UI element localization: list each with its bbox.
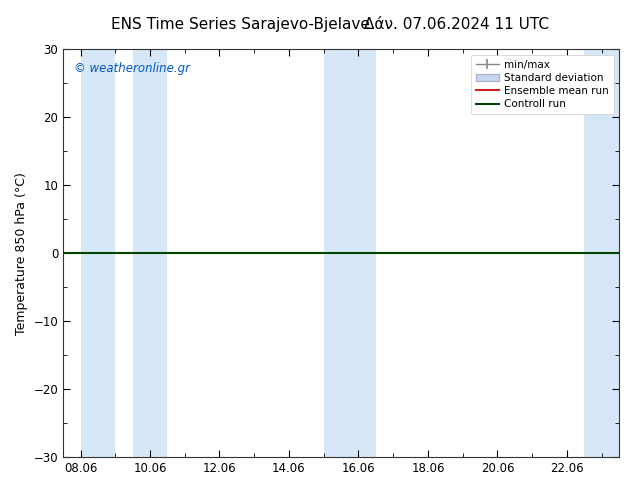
Legend: min/max, Standard deviation, Ensemble mean run, Controll run: min/max, Standard deviation, Ensemble me…: [470, 54, 614, 114]
Bar: [324, 49, 376, 457]
Text: ENS Time Series Sarajevo-Bjelave: ENS Time Series Sarajevo-Bjelave: [112, 17, 370, 32]
Bar: [133, 49, 167, 457]
Bar: [585, 49, 619, 457]
Bar: [81, 49, 115, 457]
Y-axis label: Temperature 850 hPa (°C): Temperature 850 hPa (°C): [15, 172, 28, 335]
Text: © weatheronline.gr: © weatheronline.gr: [74, 62, 190, 74]
Text: Δάν. 07.06.2024 11 UTC: Δάν. 07.06.2024 11 UTC: [364, 17, 549, 32]
